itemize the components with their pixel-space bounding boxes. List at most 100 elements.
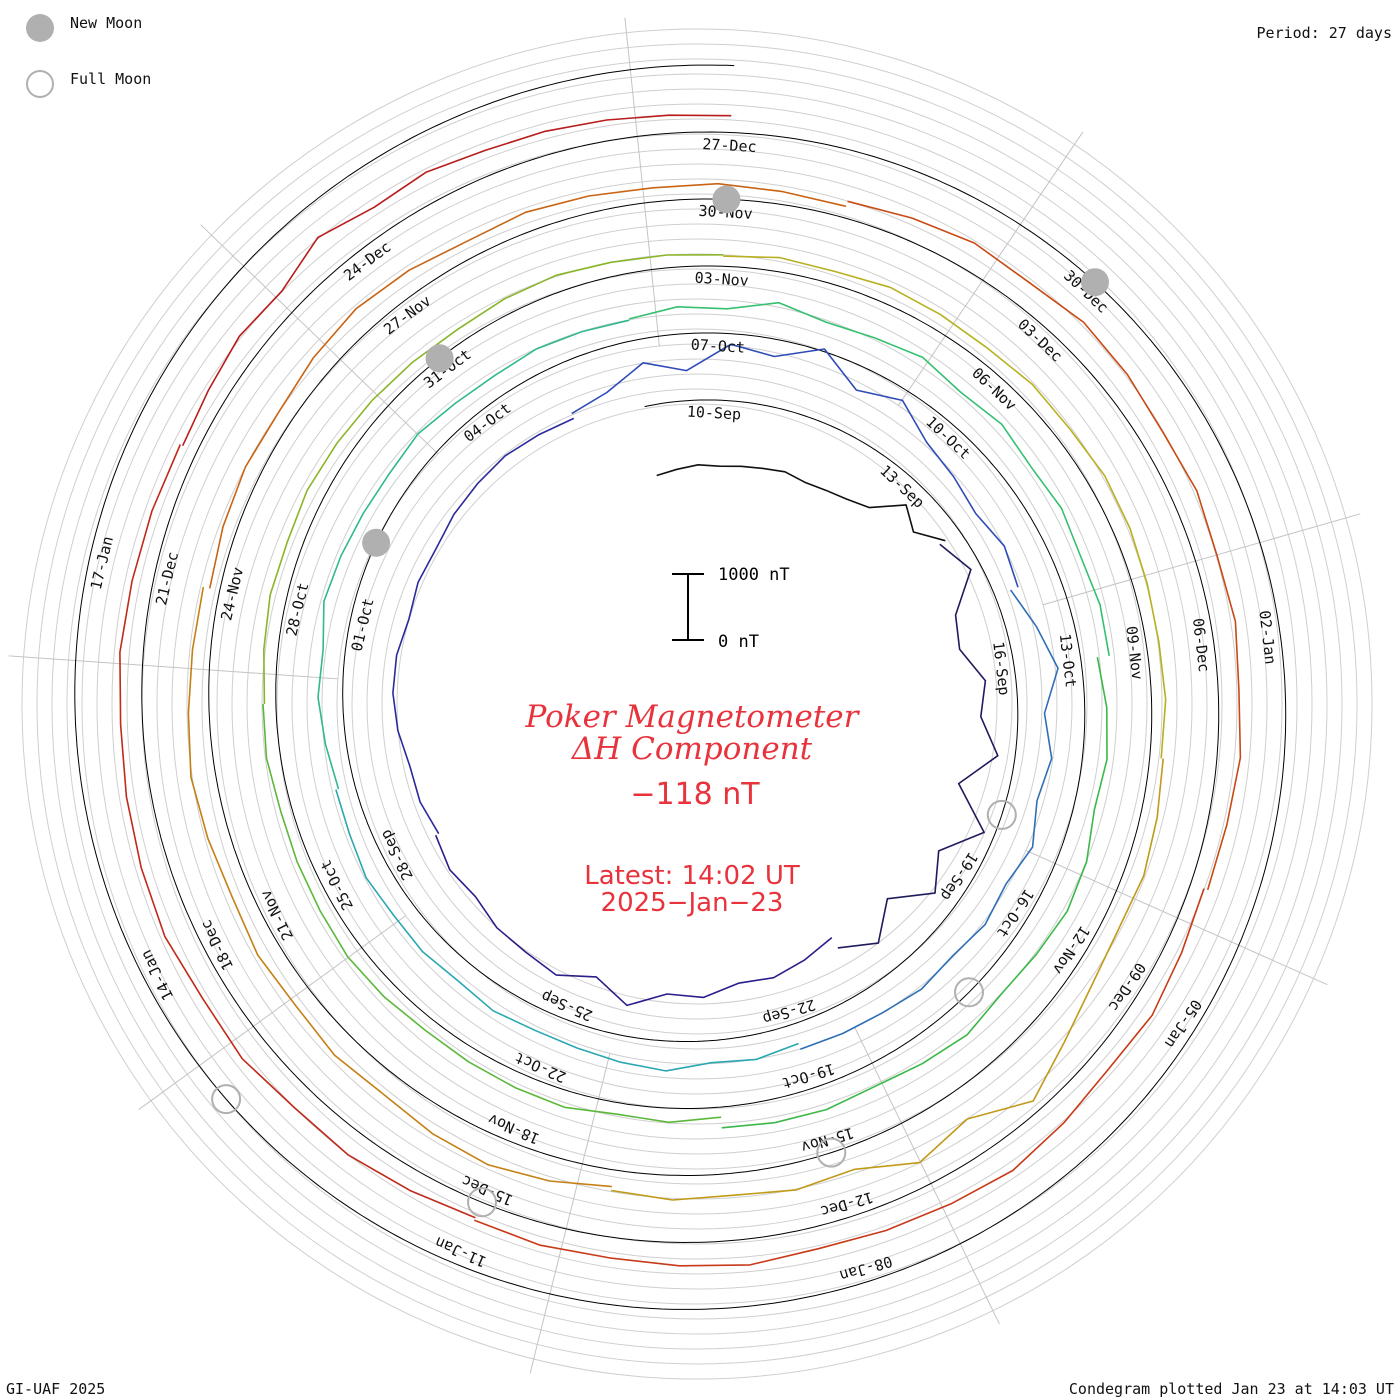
date-label: 27-Dec [702, 135, 757, 156]
center-title-block: Poker Magnetometer ΔH Component −118 nT … [525, 699, 861, 918]
grid-ring [201, 208, 1193, 1200]
grid-ring [66, 73, 1328, 1335]
series-line-20 [181, 114, 732, 447]
grid-ring [231, 238, 1163, 1170]
grid-ring [51, 58, 1343, 1350]
current-value: −118 nT [630, 777, 760, 812]
series-line-10 [721, 657, 1108, 1129]
date-label: 10-Sep [686, 402, 741, 423]
series-line-14 [611, 758, 1164, 1201]
date-label: 17-Jan [87, 535, 117, 592]
full-moon-marker [986, 799, 1017, 830]
chart-title-line2: ΔH Component [571, 731, 813, 767]
date-label: 18-Nov [485, 1110, 542, 1148]
moon-markers [211, 185, 1109, 1218]
grid-ring [351, 358, 1043, 1050]
full-moon-marker [954, 977, 984, 1008]
date-label: 28-Oct [282, 581, 312, 638]
grid-ring [81, 88, 1313, 1320]
grid-ring [381, 388, 1013, 1020]
grid-ring [276, 283, 1118, 1125]
series-line-5 [571, 343, 1019, 588]
series-line-19 [119, 444, 476, 1219]
series-layer [119, 114, 1242, 1267]
new-moon-icon [26, 14, 54, 42]
grid-ring [96, 103, 1298, 1305]
reference-spiral [74, 64, 1287, 1310]
series-line-4 [392, 417, 575, 835]
footer-plotted-time: Condegram plotted Jan 23 at 14:03 UT [1068, 1380, 1394, 1398]
date-label: 24-Nov [217, 565, 247, 622]
date-label: 06-Dec [1189, 617, 1213, 673]
grid-ring [21, 28, 1373, 1380]
full-moon-icon [26, 70, 54, 98]
full-moon-marker [467, 1187, 497, 1218]
radial-spoke [200, 224, 439, 455]
grid-ring [336, 343, 1058, 1065]
series-line-7 [335, 789, 799, 1072]
full-moon-marker [816, 1137, 847, 1168]
latest-time: Latest: 14:02 UT [584, 861, 800, 891]
grid-ring [111, 118, 1283, 1290]
date-label: 03-Nov [694, 269, 749, 290]
date-label: 22-Sep [761, 995, 818, 1028]
date-label: 01-Oct [348, 596, 378, 653]
series-line-9 [628, 301, 1110, 656]
series-line-15 [187, 586, 612, 1188]
radial-spoke [529, 1053, 611, 1374]
grid-ring [171, 178, 1223, 1230]
grid-ring [186, 193, 1208, 1215]
series-line-16 [208, 182, 847, 589]
date-label: 22-Oct [512, 1048, 569, 1086]
grid-ring [216, 223, 1178, 1185]
series-line-6 [800, 589, 1059, 1050]
new-moon-marker [712, 185, 741, 214]
new-moon-marker [1081, 268, 1109, 297]
series-line-8 [317, 319, 630, 790]
scale-bottom-label: 0 nT [718, 632, 759, 652]
radial-spoke [897, 131, 1084, 406]
reference-spiral-line [74, 64, 1287, 1310]
legend-full-moon-label: Full Moon [70, 70, 152, 88]
date-label: 09-Nov [1122, 625, 1146, 681]
radial-spoke [854, 1027, 1000, 1325]
grid-ring [246, 253, 1148, 1155]
grid-ring [36, 43, 1358, 1365]
grid-ring [366, 373, 1028, 1035]
grid-ring [396, 403, 998, 1005]
radial-spoke [8, 655, 338, 680]
radial-spokes [8, 17, 1361, 1374]
series-line-12 [263, 254, 724, 705]
series-line-11 [262, 703, 722, 1124]
series-line-13 [723, 255, 1167, 759]
date-label: 13-Oct [1056, 633, 1080, 689]
scale-top-label: 1000 nT [718, 565, 790, 585]
grid-ring [126, 133, 1268, 1275]
chart-title-line1: Poker Magnetometer [525, 699, 861, 735]
grid-ring [156, 163, 1238, 1245]
date-label: 12-Dec [818, 1188, 875, 1221]
radial-spoke [1025, 849, 1328, 986]
grid-ring [291, 298, 1103, 1110]
radial-spoke [138, 915, 407, 1110]
grid-ring [306, 313, 1088, 1095]
series-line-2 [837, 543, 999, 949]
series-line-18 [474, 888, 1205, 1267]
legend-new-moon-label: New Moon [70, 14, 143, 32]
date-label: 25-Sep [538, 987, 595, 1025]
date-label: 16-Sep [989, 640, 1013, 696]
new-moon-marker [362, 528, 391, 557]
grid-ring [261, 268, 1133, 1140]
date-label: 19-Sep [937, 849, 982, 904]
period-label: Period: 27 days [1256, 24, 1392, 42]
grid-ring [321, 328, 1073, 1080]
radial-spoke [624, 17, 660, 347]
date-label: 07-Oct [690, 336, 745, 357]
footer-credit: GI-UAF 2025 [6, 1380, 106, 1398]
scale-bar: 1000 nT 0 nT [672, 565, 790, 652]
new-moon-marker [425, 344, 454, 373]
grid-rings [21, 28, 1373, 1380]
full-moon-marker [211, 1084, 242, 1115]
